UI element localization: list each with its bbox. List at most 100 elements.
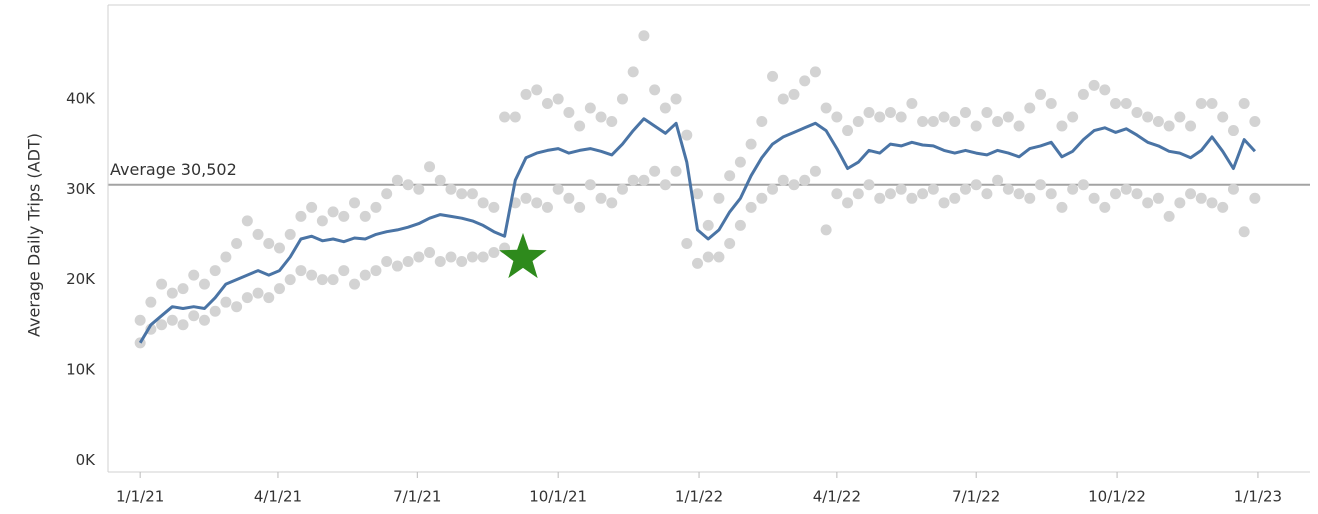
point — [488, 201, 500, 213]
point — [509, 111, 521, 123]
point — [424, 161, 436, 173]
point — [359, 210, 371, 222]
point — [1120, 97, 1132, 109]
point — [381, 256, 393, 268]
point — [1249, 116, 1261, 128]
x-tick-label: 4/1/22 — [813, 488, 861, 506]
point — [745, 138, 757, 150]
point — [799, 174, 811, 186]
point — [1013, 120, 1025, 132]
point — [724, 170, 736, 182]
point — [1099, 84, 1111, 96]
point — [584, 102, 596, 114]
point — [1238, 97, 1250, 109]
point — [1227, 125, 1239, 137]
point — [992, 174, 1004, 186]
point — [1163, 120, 1175, 132]
y-tick-label: 0K — [76, 451, 97, 469]
y-axis-title: Average Daily Trips (ADT) — [25, 133, 44, 337]
point — [1163, 210, 1175, 222]
point — [295, 265, 307, 277]
point — [842, 125, 854, 137]
point — [252, 228, 264, 240]
point — [263, 237, 275, 249]
point — [1120, 183, 1132, 195]
point — [563, 106, 575, 118]
point — [606, 197, 618, 209]
x-tick-label: 10/1/21 — [529, 488, 587, 506]
point — [820, 224, 832, 236]
point — [1131, 188, 1143, 200]
point — [1227, 183, 1239, 195]
point — [499, 111, 511, 123]
point — [670, 93, 682, 105]
point — [402, 179, 414, 191]
point — [692, 188, 704, 200]
point — [863, 179, 875, 191]
point — [863, 106, 875, 118]
point — [434, 174, 446, 186]
x-tick-label: 10/1/22 — [1088, 488, 1146, 506]
y-tick-label: 20K — [66, 270, 96, 288]
point — [1056, 201, 1068, 213]
point — [734, 219, 746, 231]
point — [917, 116, 929, 128]
point — [488, 247, 500, 259]
point — [424, 247, 436, 259]
trend-line — [138, 117, 1257, 344]
point — [1238, 226, 1250, 238]
point — [541, 201, 553, 213]
marks — [108, 30, 1310, 349]
point — [756, 116, 768, 128]
point — [306, 269, 318, 281]
point — [767, 70, 779, 82]
point — [745, 201, 757, 213]
point — [670, 165, 682, 177]
point — [198, 314, 210, 326]
point — [681, 129, 693, 141]
point — [456, 188, 468, 200]
point — [445, 183, 457, 195]
point — [927, 116, 939, 128]
point — [906, 192, 918, 204]
point — [659, 102, 671, 114]
x-tick-label: 1/1/22 — [675, 488, 723, 506]
point — [338, 265, 350, 277]
point — [1152, 192, 1164, 204]
point — [1077, 88, 1089, 100]
reference-label: Average 30,502 — [110, 160, 237, 179]
point — [134, 314, 146, 326]
point — [884, 106, 896, 118]
point — [884, 188, 896, 200]
point — [1002, 111, 1014, 123]
point — [627, 174, 639, 186]
point — [477, 197, 489, 209]
point — [156, 319, 168, 331]
point — [949, 116, 961, 128]
point — [370, 265, 382, 277]
point — [370, 201, 382, 213]
point — [1217, 201, 1229, 213]
point — [402, 256, 414, 268]
point — [1217, 111, 1229, 123]
point — [831, 188, 843, 200]
point — [531, 84, 543, 96]
point — [156, 278, 168, 290]
y-tick-label: 30K — [66, 180, 96, 198]
point — [713, 192, 725, 204]
point — [1088, 79, 1100, 91]
point — [391, 174, 403, 186]
point — [231, 301, 243, 313]
point — [295, 210, 307, 222]
point — [584, 179, 596, 191]
point — [649, 84, 661, 96]
point — [638, 30, 650, 42]
point — [1045, 188, 1057, 200]
point — [649, 165, 661, 177]
point — [166, 314, 178, 326]
point — [327, 206, 339, 218]
point — [1110, 97, 1122, 109]
point — [1024, 192, 1036, 204]
point — [413, 183, 425, 195]
point — [981, 106, 993, 118]
